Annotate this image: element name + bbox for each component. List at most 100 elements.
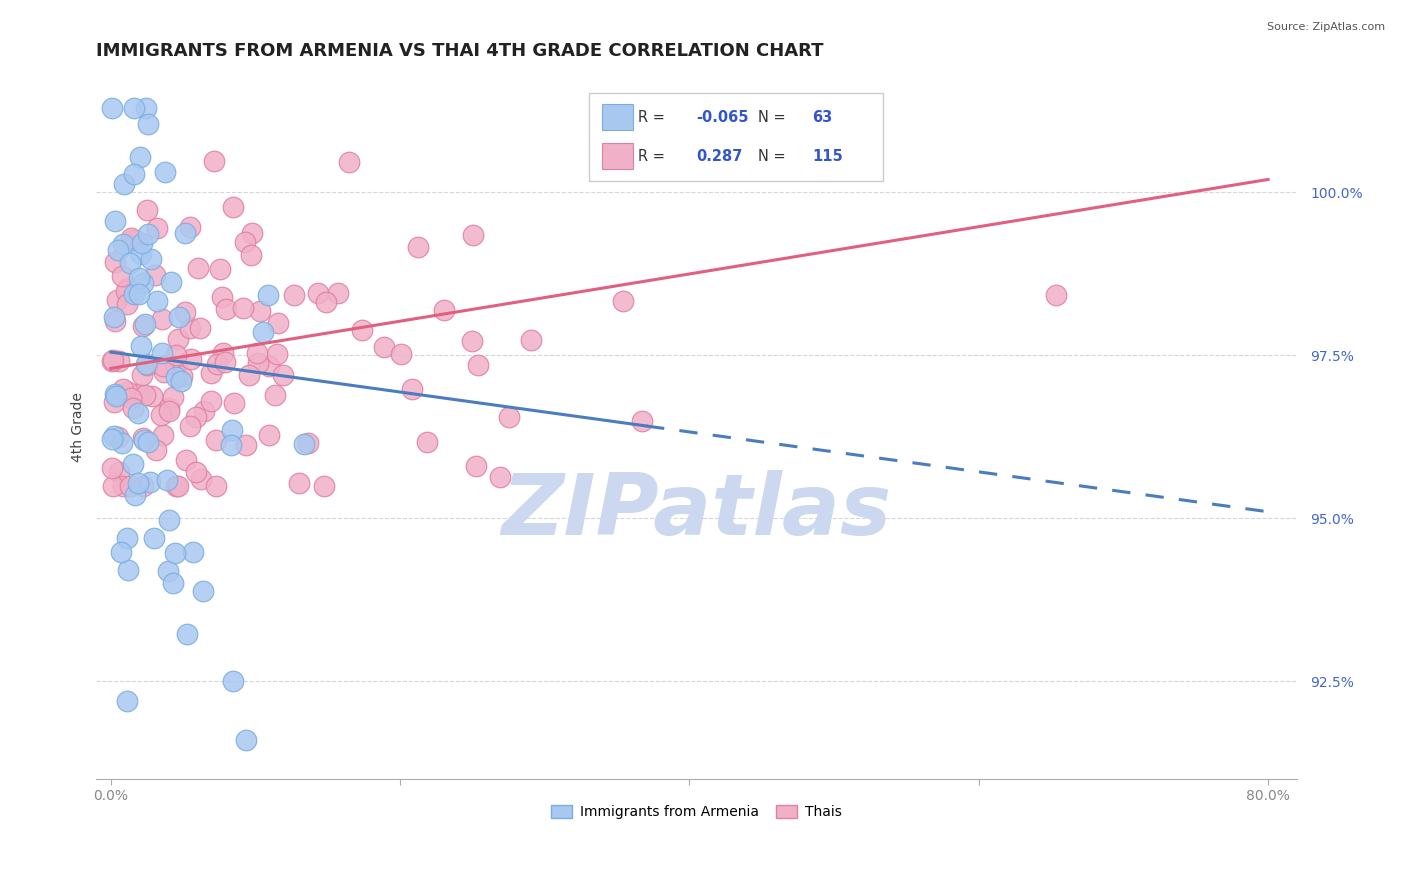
Point [157,513,180,527]
Point [221,423,243,437]
Point [162,390,184,404]
Point [108,354,131,368]
Point [124,167,146,181]
Text: N =: N = [758,110,790,125]
Point [115,297,138,311]
Point [122,286,145,301]
Point [104,214,127,228]
Point [150,346,173,360]
Text: Source: ZipAtlas.com: Source: ZipAtlas.com [1267,22,1385,32]
Point [292,436,315,450]
Point [132,479,155,493]
Point [135,101,157,115]
Point [110,268,132,283]
Y-axis label: 4th Grade: 4th Grade [72,392,86,462]
Point [165,479,187,493]
Point [193,404,215,418]
Point [267,316,290,330]
Point [146,293,169,308]
Point [221,674,243,689]
Text: 0.287: 0.287 [696,149,742,164]
Point [179,418,201,433]
Point [350,323,373,337]
Point [157,404,180,418]
Point [165,359,187,373]
Point [124,488,146,502]
Point [233,235,256,249]
Point [266,347,288,361]
Point [271,368,294,383]
Point [134,317,156,331]
Point [246,345,269,359]
Point [315,294,337,309]
Point [190,472,212,486]
Point [202,153,225,168]
Point [224,395,246,409]
Point [165,546,187,560]
Point [117,281,139,295]
Point [160,275,183,289]
Point [115,694,138,708]
Text: R =: R = [638,149,669,164]
Point [432,302,454,317]
Point [141,390,163,404]
Point [461,334,484,349]
Point [111,382,134,396]
Point [107,430,129,444]
Point [174,226,197,240]
Point [205,357,228,371]
Point [200,366,222,380]
Point [307,286,329,301]
Point [205,479,228,493]
Point [157,565,180,579]
Point [156,473,179,487]
Point [120,231,142,245]
Point [209,262,232,277]
Point [139,475,162,489]
Point [174,305,197,319]
Point [135,358,157,372]
Point [118,256,141,270]
Point [131,236,153,251]
Bar [602,144,633,169]
Point [257,287,280,301]
Point [174,453,197,467]
Point [103,394,125,409]
Text: ZIPatlas: ZIPatlas [502,470,891,553]
Point [132,276,155,290]
Point [172,368,194,383]
Point [249,304,271,318]
Point [127,406,149,420]
Point [121,401,143,415]
Point [179,320,201,334]
Point [337,155,360,169]
Point [127,234,149,248]
Point [326,286,349,301]
Point [112,178,135,192]
Point [467,358,489,372]
Point [186,465,208,479]
Text: 63: 63 [811,110,832,125]
Point [170,374,193,388]
Point [138,117,160,131]
Point [162,576,184,591]
Point [129,247,152,261]
Point [131,368,153,382]
Point [176,627,198,641]
Point [181,545,204,559]
Point [132,433,155,447]
Point [115,531,138,545]
Point [187,260,209,275]
Point [138,227,160,241]
Point [100,432,122,446]
Point [101,354,124,368]
Point [152,427,174,442]
Point [165,347,187,361]
Point [211,290,233,304]
Point [167,332,190,346]
Point [121,458,143,472]
Point [498,409,520,424]
Point [104,387,127,401]
Point [101,101,124,115]
Point [211,346,233,360]
